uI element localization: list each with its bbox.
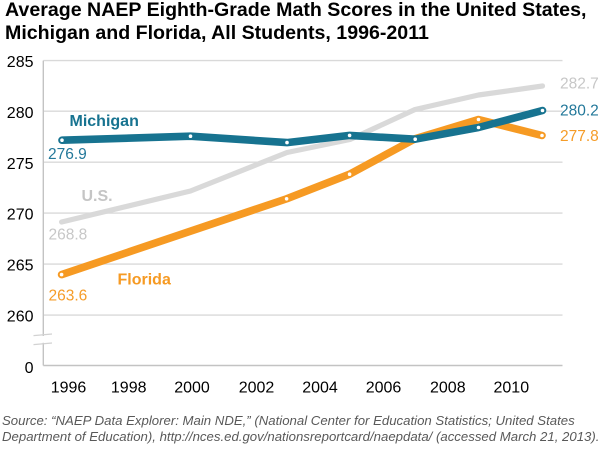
svg-text:2010: 2010 — [494, 380, 530, 397]
svg-text:1996: 1996 — [51, 380, 87, 397]
svg-text:276.9: 276.9 — [48, 146, 87, 163]
svg-text:282.7: 282.7 — [560, 76, 599, 93]
svg-text:1998: 1998 — [111, 380, 147, 397]
svg-text:265: 265 — [7, 258, 34, 275]
svg-text:263.6: 263.6 — [49, 288, 88, 305]
svg-text:2006: 2006 — [366, 380, 402, 397]
svg-text:2002: 2002 — [239, 380, 275, 397]
svg-text:260: 260 — [7, 309, 34, 326]
svg-text:277.8: 277.8 — [560, 128, 599, 145]
svg-text:285: 285 — [7, 54, 34, 71]
svg-text:2000: 2000 — [174, 380, 210, 397]
svg-text:2004: 2004 — [302, 380, 338, 397]
svg-text:Florida: Florida — [118, 272, 171, 289]
svg-text:270: 270 — [7, 207, 34, 224]
svg-text:0: 0 — [25, 360, 34, 377]
svg-text:280: 280 — [7, 105, 34, 122]
svg-text:280.2: 280.2 — [560, 103, 599, 120]
svg-text:275: 275 — [7, 156, 34, 173]
svg-text:U.S.: U.S. — [82, 188, 113, 205]
svg-text:268.8: 268.8 — [49, 227, 88, 244]
svg-text:Michigan: Michigan — [70, 113, 139, 130]
svg-text:2008: 2008 — [430, 380, 466, 397]
